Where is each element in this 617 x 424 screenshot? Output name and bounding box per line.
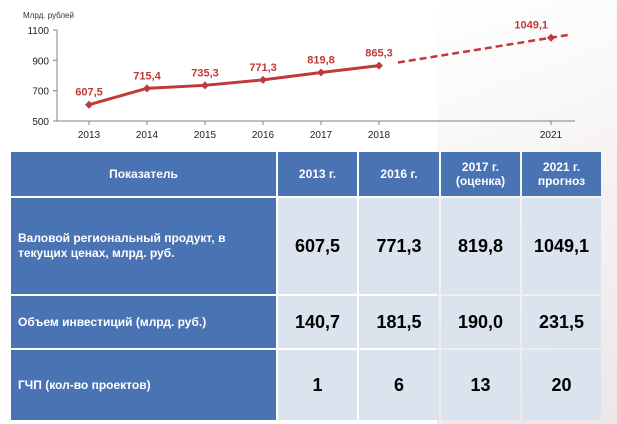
cell-investment-2017: 190,0 <box>441 296 520 348</box>
row-label-ppp: ГЧП (кол-во проектов) <box>11 350 276 420</box>
y-tick-label: 900 <box>32 56 49 67</box>
data-label: 771,3 <box>249 62 277 74</box>
table-row: ГЧП (кол-во проектов) 1 6 13 20 <box>11 350 601 420</box>
data-point-marker <box>259 75 267 84</box>
data-label: 1049,1 <box>514 20 548 32</box>
cell-grp-2017: 819,8 <box>441 198 520 294</box>
data-point-marker <box>85 100 93 109</box>
data-point-marker <box>317 68 325 77</box>
data-label: 865,3 <box>365 48 393 60</box>
data-point-marker <box>375 61 383 70</box>
cell-investment-2016: 181,5 <box>359 296 439 348</box>
cell-ppp-2016: 6 <box>359 350 439 420</box>
y-tick-label: 1100 <box>27 26 49 37</box>
header-2017: 2017 г. (оценка) <box>441 152 520 196</box>
row-label-investment: Объем инвестиций (млрд. руб.) <box>11 296 276 348</box>
y-tick-label: 500 <box>32 117 49 128</box>
data-label: 819,8 <box>307 54 335 66</box>
table-row: Объем инвестиций (млрд. руб.) 140,7 181,… <box>11 296 601 348</box>
cell-grp-2013: 607,5 <box>278 198 357 294</box>
cell-ppp-2013: 1 <box>278 350 357 420</box>
cell-investment-2021: 231,5 <box>522 296 601 348</box>
data-label: 607,5 <box>75 87 103 99</box>
x-tick-label: 2014 <box>136 130 159 141</box>
data-point-marker <box>143 84 151 93</box>
header-2021: 2021 г. прогноз <box>522 152 601 196</box>
forecast-line <box>397 33 569 64</box>
data-point-marker <box>201 81 209 90</box>
header-indicator: Показатель <box>11 152 276 196</box>
y-axis-label: Млрд. рублей <box>23 11 74 20</box>
x-tick-label: 2015 <box>194 130 217 141</box>
x-tick-label: 2016 <box>252 130 275 141</box>
cell-grp-2016: 771,3 <box>359 198 439 294</box>
indicators-table: Показатель 2013 г. 2016 г. 2017 г. (оцен… <box>9 150 601 420</box>
x-tick-label: 2013 <box>78 130 101 141</box>
header-2013: 2013 г. <box>278 152 357 196</box>
data-label: 715,4 <box>133 70 161 82</box>
x-tick-label: 2018 <box>368 130 391 141</box>
x-tick-label: 2021 <box>540 130 563 141</box>
cell-grp-2021: 1049,1 <box>522 198 601 294</box>
cell-ppp-2017: 13 <box>441 350 520 420</box>
row-label-grp: Валовой региональный продукт, в текущих … <box>11 198 276 294</box>
cell-investment-2013: 140,7 <box>278 296 357 348</box>
data-point-marker <box>547 33 555 42</box>
y-tick-label: 700 <box>32 87 49 98</box>
data-label: 735,3 <box>191 67 219 79</box>
gdp-line-chart: Млрд. рублей 500 700 900 1100 2013 2014 2015 20… <box>23 11 575 141</box>
cell-ppp-2021: 20 <box>522 350 601 420</box>
x-tick-label: 2017 <box>310 130 333 141</box>
actual-line <box>88 64 380 107</box>
header-2016: 2016 г. <box>359 152 439 196</box>
table-row: Валовой региональный продукт, в текущих … <box>11 198 601 294</box>
